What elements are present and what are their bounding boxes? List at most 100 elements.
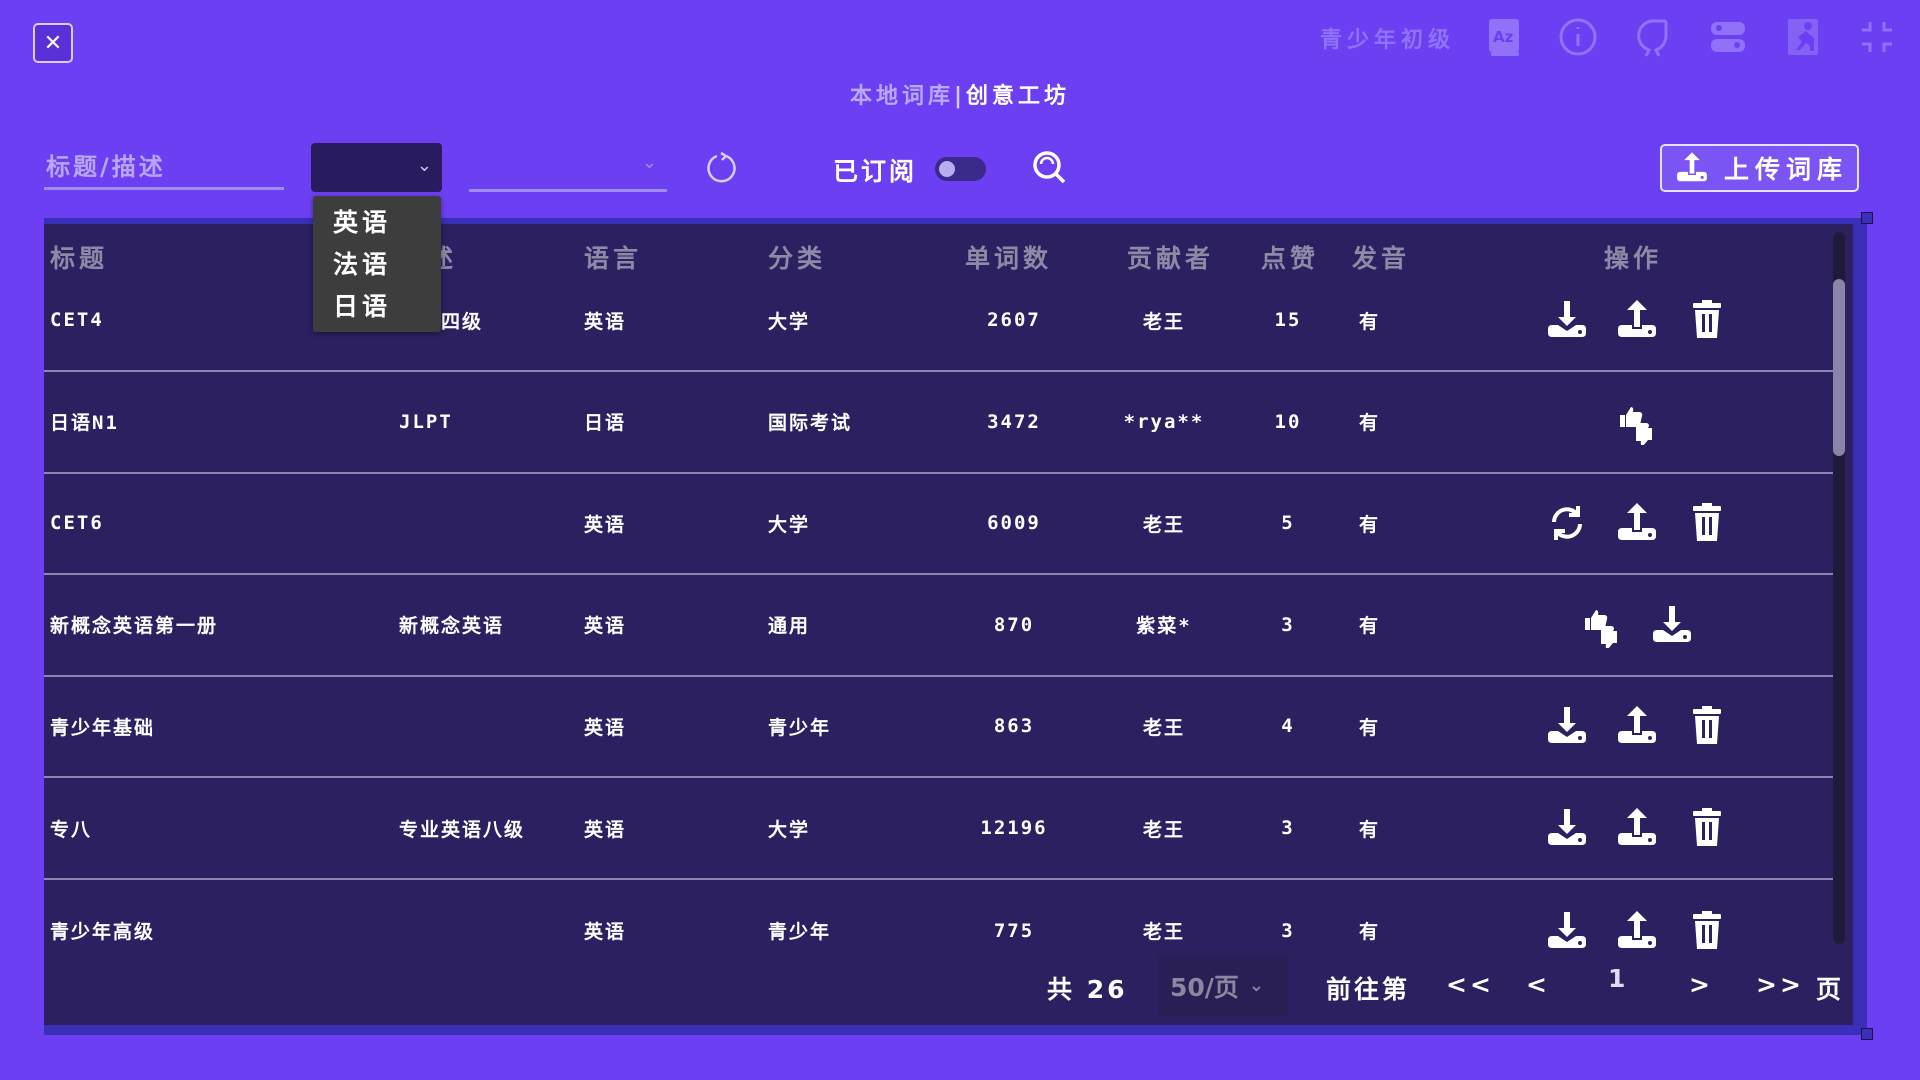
tab-workshop[interactable]: 创意工坊 — [966, 84, 1071, 109]
resize-handle[interactable] — [1861, 212, 1873, 224]
download-icon[interactable] — [1544, 805, 1590, 851]
cell-contributor: 老王 — [1142, 716, 1185, 739]
language-option[interactable]: 英语 — [333, 208, 392, 237]
search-input[interactable] — [44, 146, 284, 190]
cell-actions — [1514, 575, 1760, 675]
cell-category: 大学 — [768, 513, 811, 536]
info-icon[interactable] — [1557, 16, 1599, 58]
cell-language: 英语 — [584, 921, 627, 944]
page-size-value: 50/页 — [1170, 972, 1239, 1002]
column-header[interactable]: 标题 — [50, 244, 109, 273]
table-row[interactable]: 青少年高级 英语 青少年 775 老王 3 有 — [44, 880, 1833, 982]
column-header[interactable]: 点赞 — [1261, 244, 1320, 273]
cell-description: 专业英语八级 — [399, 818, 526, 841]
sync-icon[interactable] — [1544, 500, 1590, 546]
tab-local-library[interactable]: 本地词库 — [849, 84, 954, 109]
upload-icon[interactable] — [1614, 703, 1660, 749]
exit-icon[interactable] — [1782, 16, 1824, 58]
fullscreen-icon[interactable] — [1856, 16, 1898, 58]
scrollbar-thumb[interactable] — [1833, 279, 1845, 456]
cell-likes: 15 — [1274, 309, 1302, 331]
cell-category: 大学 — [768, 310, 811, 333]
upload-icon[interactable] — [1614, 805, 1660, 851]
table-row[interactable]: CET6 英语 大学 6009 老王 5 有 — [44, 473, 1833, 576]
goto-label: 前往第 — [1326, 975, 1411, 1004]
cell-title: 青少年基础 — [50, 716, 156, 739]
table-row[interactable]: 青少年基础 英语 青少年 863 老王 4 有 — [44, 676, 1833, 779]
cell-title: 青少年高级 — [50, 921, 156, 944]
language-dropdown-menu: 英语 法语 日语 — [313, 196, 441, 332]
column-header[interactable]: 单词数 — [965, 244, 1053, 273]
delete-icon[interactable] — [1684, 297, 1730, 343]
settings-toggle-icon[interactable] — [1707, 16, 1749, 58]
page-title: 本地词库|创意工坊 — [0, 78, 1920, 110]
cell-category: 大学 — [768, 818, 811, 841]
next-page-button[interactable]: > — [1689, 970, 1713, 999]
feedback-icon[interactable] — [1632, 16, 1674, 58]
cell-word-count: 2607 — [987, 309, 1041, 331]
like-dislike-icon[interactable] — [1614, 399, 1660, 446]
upload-icon[interactable] — [1614, 297, 1660, 343]
cell-language: 英语 — [584, 310, 627, 333]
delete-icon[interactable] — [1684, 703, 1730, 749]
cell-actions — [1514, 270, 1760, 370]
download-icon[interactable] — [1544, 908, 1590, 954]
resize-handle[interactable] — [1861, 1028, 1873, 1040]
like-dislike-icon[interactable] — [1579, 602, 1625, 649]
column-header[interactable]: 发音 — [1352, 244, 1411, 273]
cell-actions — [1514, 778, 1760, 878]
cell-language: 英语 — [584, 615, 627, 638]
cell-language: 英语 — [584, 716, 627, 739]
current-page-input[interactable]: 1 — [1608, 964, 1629, 993]
column-header[interactable]: 分类 — [768, 244, 827, 273]
download-icon[interactable] — [1544, 703, 1590, 749]
download-icon[interactable] — [1544, 297, 1590, 343]
reset-icon[interactable] — [704, 150, 740, 186]
column-header[interactable]: 贡献者 — [1127, 244, 1215, 273]
dictionary-az-icon[interactable]: Az — [1483, 16, 1525, 58]
cell-title: 新概念英语第一册 — [50, 615, 219, 638]
table-row[interactable]: 专八 专业英语八级 英语 大学 12196 老王 3 有 — [44, 778, 1833, 880]
cell-title: CET6 — [50, 512, 104, 535]
table-row[interactable]: 日语N1 JLPT 日语 国际考试 3472 *rya** 10 有 — [44, 372, 1833, 474]
category-select[interactable]: ⌄ — [469, 150, 667, 192]
cell-word-count: 775 — [993, 919, 1035, 942]
prev-page-button[interactable]: < — [1526, 970, 1550, 999]
page-size-select[interactable]: 50/页 ⌄ — [1158, 955, 1288, 1016]
cell-category: 青少年 — [768, 716, 832, 739]
cell-word-count: 6009 — [987, 512, 1041, 535]
language-option[interactable]: 法语 — [333, 250, 392, 279]
first-page-button[interactable]: << — [1446, 970, 1494, 999]
upload-icon[interactable] — [1614, 908, 1660, 954]
column-header[interactable]: 语言 — [584, 244, 643, 273]
language-select[interactable]: ⌄ — [311, 143, 442, 192]
upload-icon — [1674, 150, 1710, 186]
cell-description: JLPT — [399, 410, 453, 433]
column-header[interactable]: 操作 — [1604, 244, 1663, 273]
cell-actions — [1514, 676, 1760, 776]
upload-wordbook-button[interactable]: 上传词库 — [1660, 144, 1859, 192]
cell-title: 日语N1 — [50, 412, 119, 435]
cell-contributor: *rya** — [1123, 410, 1205, 433]
svg-text:Az: Az — [1493, 28, 1514, 46]
cell-actions — [1514, 880, 1760, 982]
delete-icon[interactable] — [1684, 908, 1730, 954]
cell-word-count: 3472 — [987, 410, 1041, 433]
delete-icon[interactable] — [1684, 805, 1730, 851]
table-row[interactable]: 新概念英语第一册 新概念英语 英语 通用 870 紫菜* 3 有 — [44, 575, 1833, 677]
cell-language: 英语 — [584, 513, 627, 536]
close-icon: ✕ — [43, 30, 63, 56]
upload-icon[interactable] — [1614, 500, 1660, 546]
subscribed-toggle[interactable] — [935, 157, 986, 181]
last-page-button[interactable]: >> — [1756, 970, 1804, 999]
language-option[interactable]: 日语 — [333, 292, 392, 321]
cell-category: 通用 — [768, 615, 811, 638]
cell-contributor: 老王 — [1142, 921, 1185, 944]
upload-button-label: 上传词库 — [1724, 155, 1849, 184]
download-icon[interactable] — [1649, 602, 1695, 648]
delete-icon[interactable] — [1684, 500, 1730, 546]
cell-word-count: 870 — [993, 613, 1035, 636]
search-icon[interactable] — [1030, 148, 1068, 186]
page-suffix-label: 页 — [1816, 975, 1845, 1004]
close-button[interactable]: ✕ — [33, 23, 73, 63]
